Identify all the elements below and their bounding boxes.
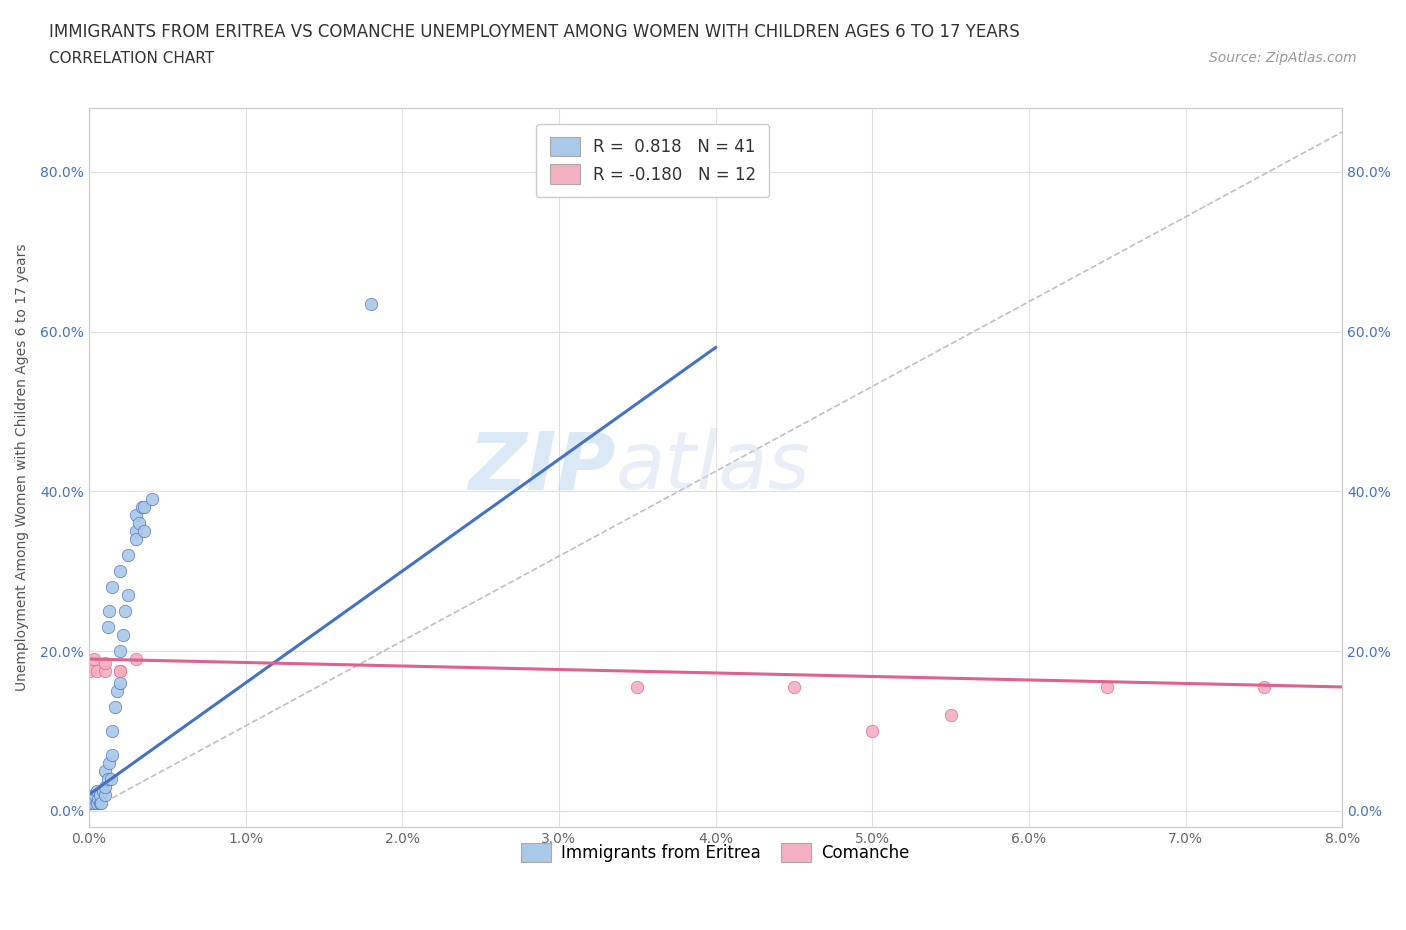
Point xyxy=(89,795,111,810)
Point xyxy=(79,663,101,678)
Legend: Immigrants from Eritrea, Comanche: Immigrants from Eritrea, Comanche xyxy=(515,836,917,869)
Point xyxy=(104,699,127,714)
Point xyxy=(108,644,131,658)
Point xyxy=(132,524,155,538)
Point xyxy=(1097,680,1119,695)
Point xyxy=(83,795,105,810)
Point xyxy=(84,788,107,803)
Point xyxy=(83,788,105,803)
Point xyxy=(125,532,148,547)
Point xyxy=(128,516,150,531)
Point xyxy=(101,748,124,763)
Point xyxy=(626,680,648,695)
Y-axis label: Unemployment Among Women with Children Ages 6 to 17 years: Unemployment Among Women with Children A… xyxy=(15,244,30,691)
Point xyxy=(79,795,101,810)
Point xyxy=(87,791,110,806)
Point xyxy=(89,788,111,803)
Point xyxy=(84,791,107,806)
Point xyxy=(101,579,124,594)
Text: CORRELATION CHART: CORRELATION CHART xyxy=(49,51,214,66)
Point xyxy=(117,588,139,603)
Point xyxy=(98,604,121,618)
Point xyxy=(860,724,883,738)
Point xyxy=(939,708,962,723)
Point xyxy=(783,680,806,695)
Point xyxy=(93,779,115,794)
Point xyxy=(80,791,103,806)
Point xyxy=(93,788,115,803)
Point xyxy=(86,783,108,798)
Text: Source: ZipAtlas.com: Source: ZipAtlas.com xyxy=(1209,51,1357,65)
Point xyxy=(98,755,121,770)
Point xyxy=(91,783,114,798)
Text: IMMIGRANTS FROM ERITREA VS COMANCHE UNEMPLOYMENT AMONG WOMEN WITH CHILDREN AGES : IMMIGRANTS FROM ERITREA VS COMANCHE UNEM… xyxy=(49,23,1019,41)
Point xyxy=(86,663,108,678)
Point xyxy=(360,297,382,312)
Point xyxy=(105,684,128,698)
Point xyxy=(108,564,131,578)
Point xyxy=(108,663,131,678)
Point xyxy=(93,663,115,678)
Point xyxy=(125,524,148,538)
Point xyxy=(141,492,163,507)
Point xyxy=(108,663,131,678)
Text: atlas: atlas xyxy=(616,429,810,506)
Point xyxy=(86,795,108,810)
Point xyxy=(125,508,148,523)
Point xyxy=(97,771,120,786)
Point xyxy=(132,499,155,514)
Point xyxy=(112,628,135,643)
Point xyxy=(100,771,122,786)
Point xyxy=(101,724,124,738)
Point xyxy=(93,764,115,778)
Point xyxy=(108,675,131,690)
Point xyxy=(114,604,136,618)
Point xyxy=(131,499,153,514)
Text: ZIP: ZIP xyxy=(468,429,616,506)
Point xyxy=(90,795,112,810)
Point xyxy=(83,652,105,667)
Point xyxy=(125,652,148,667)
Point xyxy=(117,548,139,563)
Point xyxy=(1253,680,1275,695)
Point xyxy=(93,656,115,671)
Point xyxy=(97,619,120,634)
